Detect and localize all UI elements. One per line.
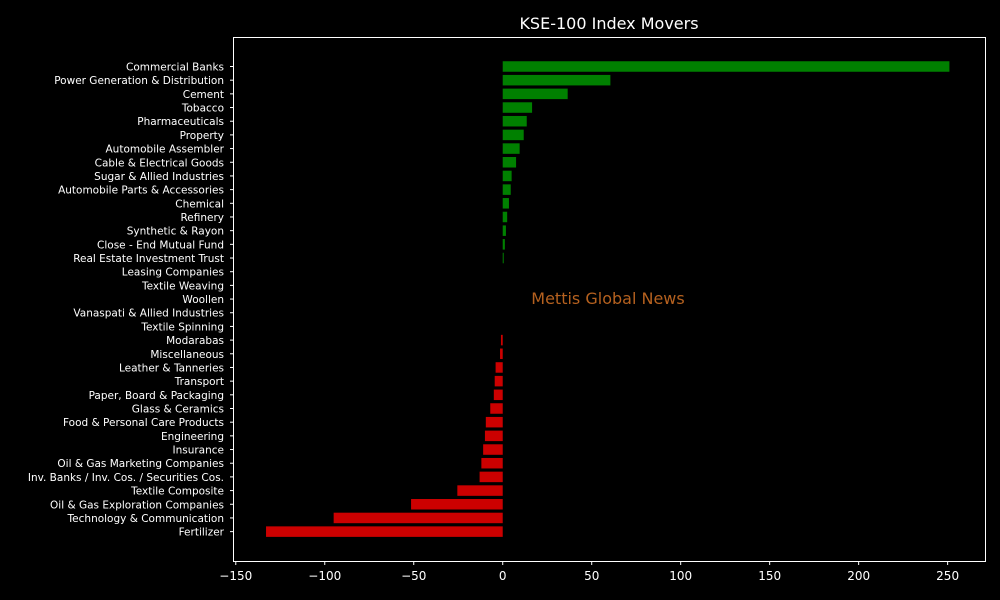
x-tick-label: 250 xyxy=(936,569,959,583)
bar xyxy=(502,61,950,72)
bar xyxy=(502,102,533,113)
category-label: Property xyxy=(180,130,224,142)
bars-group xyxy=(266,61,950,537)
category-label: Power Generation & Distribution xyxy=(54,75,224,87)
bar xyxy=(500,334,503,346)
category-label: Pharmaceuticals xyxy=(137,116,224,128)
category-label: Transport xyxy=(174,376,224,388)
bar xyxy=(493,389,503,401)
bar xyxy=(502,157,517,168)
bar xyxy=(411,499,503,510)
bar xyxy=(502,74,611,86)
bar xyxy=(502,115,527,127)
category-label: Glass & Ceramics xyxy=(132,404,224,416)
category-label: Miscellaneous xyxy=(150,349,224,361)
bar xyxy=(266,526,503,537)
x-tick-label: −150 xyxy=(219,569,252,583)
plot-frame xyxy=(233,37,986,562)
bar xyxy=(333,512,503,524)
category-label: Textile Spinning xyxy=(140,321,224,333)
category-label: Cement xyxy=(183,89,224,101)
x-tick-label: 0 xyxy=(499,569,507,583)
bar xyxy=(485,416,503,428)
bar xyxy=(502,88,568,100)
category-label: Oil & Gas Exploration Companies xyxy=(50,499,224,511)
bar xyxy=(502,211,508,223)
bar xyxy=(502,239,505,250)
category-label: Automobile Assembler xyxy=(106,144,225,156)
category-label: Cable & Electrical Goods xyxy=(95,157,224,169)
bar xyxy=(500,348,503,360)
bar xyxy=(484,430,503,442)
bar xyxy=(502,184,511,195)
x-axis-ticks-group: −150 −100 −50 0 50 100 150 200 250 xyxy=(219,561,959,583)
bar xyxy=(502,225,506,236)
bar xyxy=(502,198,509,209)
bar xyxy=(495,362,503,373)
category-label: Inv. Banks / Inv. Cos. / Securities Cos. xyxy=(28,472,224,484)
category-label: Insurance xyxy=(172,445,224,457)
category-label: Modarabas xyxy=(166,335,224,347)
category-label: Technology & Communication xyxy=(67,513,224,525)
category-label: Vanaspati & Allied Industries xyxy=(73,308,224,320)
category-label: Textile Composite xyxy=(130,486,224,498)
x-tick-label: −50 xyxy=(401,569,426,583)
category-label: Food & Personal Care Products xyxy=(63,417,224,429)
category-label: Commercial Banks xyxy=(126,62,224,74)
category-label: Chemical xyxy=(175,198,224,210)
x-tick-label: 50 xyxy=(584,569,599,583)
category-label: Paper, Board & Packaging xyxy=(89,390,224,402)
bar xyxy=(502,129,524,141)
category-label: Woollen xyxy=(182,294,224,306)
bar xyxy=(481,457,503,469)
x-tick-label: −100 xyxy=(308,569,341,583)
category-label: Oil & Gas Marketing Companies xyxy=(57,458,224,470)
x-tick-label: 200 xyxy=(847,569,870,583)
bar xyxy=(502,170,512,182)
category-label: Synthetic & Rayon xyxy=(127,226,224,238)
bar xyxy=(483,444,503,455)
category-label: Leasing Companies xyxy=(122,267,224,279)
category-label: Sugar & Allied Industries xyxy=(94,171,224,183)
bar xyxy=(494,375,503,387)
category-label: Refinery xyxy=(180,212,224,224)
category-label: Close - End Mutual Fund xyxy=(97,239,224,251)
category-label: Leather & Tanneries xyxy=(119,362,224,374)
category-label: Automobile Parts & Accessories xyxy=(58,185,224,197)
chart-title: KSE-100 Index Movers xyxy=(519,14,698,33)
bar xyxy=(479,471,503,483)
category-label: Textile Weaving xyxy=(141,280,224,292)
category-label: Engineering xyxy=(161,431,224,443)
category-label: Real Estate Investment Trust xyxy=(73,253,224,265)
watermark: Mettis Global News xyxy=(531,289,684,308)
bar xyxy=(502,252,504,264)
bar xyxy=(502,143,520,154)
category-label: Fertilizer xyxy=(179,527,225,539)
x-tick-label: 150 xyxy=(758,569,781,583)
x-tick-label: 100 xyxy=(669,569,692,583)
bar xyxy=(490,403,503,414)
bar xyxy=(457,485,503,496)
category-label: Tobacco xyxy=(181,103,224,115)
